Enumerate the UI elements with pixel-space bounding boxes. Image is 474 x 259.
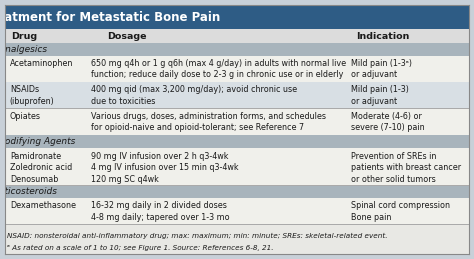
Text: 16-32 mg daily in 2 divided doses
4-8 mg daily; tapered over 1-3 mo: 16-32 mg daily in 2 divided doses 4-8 mg…: [91, 202, 230, 221]
Text: Analgesics: Analgesics: [0, 45, 47, 54]
Text: Mild pain (1-3)
or adjuvant: Mild pain (1-3) or adjuvant: [351, 85, 409, 106]
Text: Drug: Drug: [11, 32, 37, 41]
Text: Indication: Indication: [356, 32, 409, 41]
Text: Table 1. Pharmacologic Treatment for Metastatic Bone Pain: Table 1. Pharmacologic Treatment for Met…: [0, 11, 221, 24]
Text: ᵃ As rated on a scale of 1 to 10; see Figure 1. Source: References 6-8, 21.: ᵃ As rated on a scale of 1 to 10; see Fi…: [7, 244, 273, 251]
Text: Dosage: Dosage: [107, 32, 146, 41]
Text: 650 mg q4h or 1 g q6h (max 4 g/day) in adults with normal liver
function; reduce: 650 mg q4h or 1 g q6h (max 4 g/day) in a…: [91, 59, 350, 79]
Text: Mild pain (1-3ᵃ)
or adjuvant: Mild pain (1-3ᵃ) or adjuvant: [351, 59, 412, 79]
Text: NSAIDs
(ibuprofen): NSAIDs (ibuprofen): [10, 85, 55, 106]
Text: Prevention of SREs in
patients with breast cancer
or other solid tumors: Prevention of SREs in patients with brea…: [351, 152, 461, 184]
Text: 400 mg qid (max 3,200 mg/day); avoid chronic use
due to toxicities: 400 mg qid (max 3,200 mg/day); avoid chr…: [91, 85, 298, 106]
Text: 90 mg IV infusion over 2 h q3-4wk
4 mg IV infusion over 15 min q3-4wk
120 mg SC : 90 mg IV infusion over 2 h q3-4wk 4 mg I…: [91, 152, 239, 184]
Text: Opiates: Opiates: [10, 112, 41, 121]
Text: Bone-Modifying Agents: Bone-Modifying Agents: [0, 137, 76, 146]
Text: NSAID: nonsteroidal anti-inflammatory drug; max: maximum; min: minute; SREs: ske: NSAID: nonsteroidal anti-inflammatory dr…: [7, 233, 388, 239]
Text: Acetaminophen: Acetaminophen: [10, 59, 73, 68]
Text: Moderate (4-6) or
severe (7-10) pain: Moderate (4-6) or severe (7-10) pain: [351, 112, 425, 132]
Text: Various drugs, doses, administration forms, and schedules
for opioid-naive and o: Various drugs, doses, administration for…: [91, 112, 327, 132]
Text: Pamidronate
Zoledronic acid
Denosumab: Pamidronate Zoledronic acid Denosumab: [10, 152, 72, 184]
Text: Dexamethasone: Dexamethasone: [10, 202, 76, 210]
Text: Corticosteroids: Corticosteroids: [0, 187, 57, 196]
Text: Spinal cord compression
Bone pain: Spinal cord compression Bone pain: [351, 202, 450, 221]
